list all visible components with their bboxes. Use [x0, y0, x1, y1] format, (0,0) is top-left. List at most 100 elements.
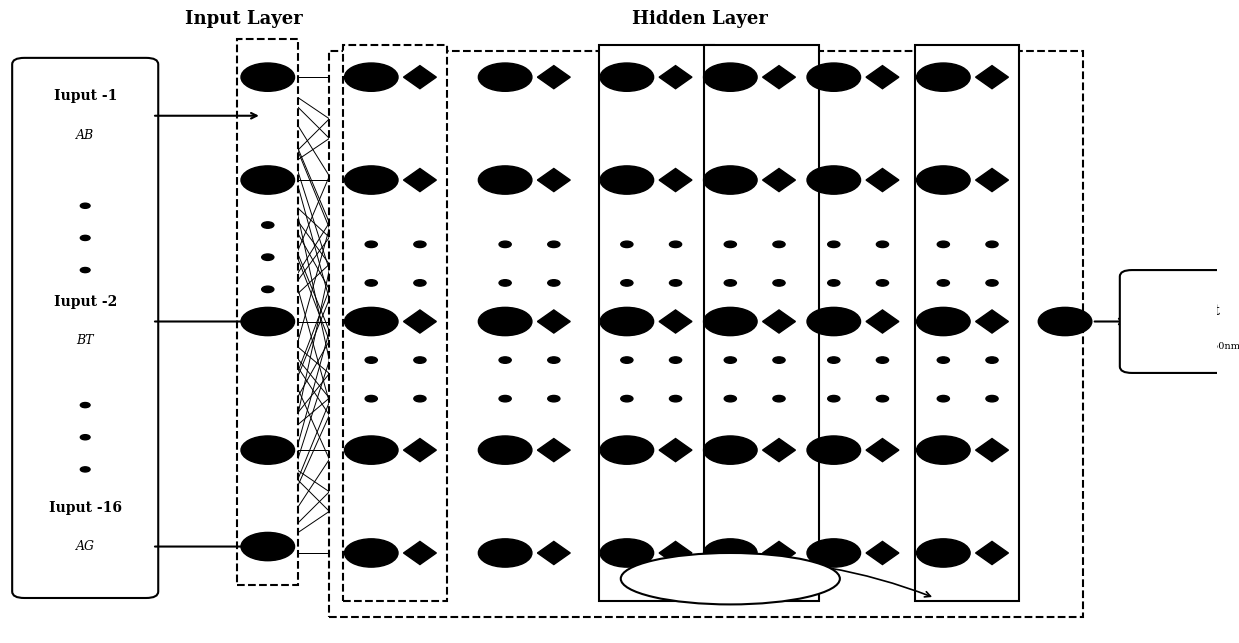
- Polygon shape: [659, 310, 691, 333]
- Circle shape: [414, 395, 426, 402]
- Circle shape: [725, 318, 736, 325]
- Circle shape: [807, 539, 861, 567]
- Circle shape: [478, 63, 532, 91]
- Circle shape: [344, 436, 398, 464]
- Text: BT: BT: [77, 334, 94, 347]
- Circle shape: [548, 395, 560, 402]
- Polygon shape: [404, 439, 436, 462]
- Circle shape: [669, 357, 681, 363]
- Polygon shape: [866, 310, 900, 333]
- Circle shape: [548, 357, 560, 363]
- FancyBboxPatch shape: [238, 39, 299, 585]
- Circle shape: [81, 435, 90, 440]
- Circle shape: [621, 241, 633, 248]
- Circle shape: [600, 166, 654, 194]
- Circle shape: [937, 280, 949, 286]
- Polygon shape: [762, 541, 795, 565]
- Circle shape: [807, 307, 861, 336]
- Text: Activation Function: Activation Function: [662, 572, 799, 585]
- Polygon shape: [762, 439, 795, 462]
- Polygon shape: [762, 310, 795, 333]
- Polygon shape: [975, 66, 1009, 89]
- Circle shape: [621, 318, 633, 325]
- Circle shape: [876, 318, 888, 325]
- Polygon shape: [404, 541, 436, 565]
- FancyBboxPatch shape: [916, 45, 1018, 601]
- Circle shape: [621, 280, 633, 286]
- Circle shape: [986, 280, 999, 286]
- Circle shape: [807, 63, 861, 91]
- Circle shape: [344, 307, 398, 336]
- Polygon shape: [659, 541, 691, 565]
- Polygon shape: [659, 168, 691, 192]
- Text: Hidden Layer: Hidden Layer: [632, 10, 768, 28]
- Circle shape: [917, 307, 970, 336]
- Circle shape: [81, 267, 90, 273]
- Circle shape: [828, 357, 840, 363]
- Circle shape: [725, 241, 736, 248]
- Circle shape: [937, 395, 949, 402]
- Circle shape: [344, 166, 398, 194]
- Circle shape: [876, 241, 888, 248]
- Circle shape: [876, 357, 888, 363]
- Polygon shape: [866, 66, 900, 89]
- Polygon shape: [762, 66, 795, 89]
- Circle shape: [366, 241, 378, 248]
- FancyBboxPatch shape: [1120, 270, 1239, 373]
- Polygon shape: [538, 310, 570, 333]
- Circle shape: [917, 63, 970, 91]
- Circle shape: [704, 307, 757, 336]
- Circle shape: [773, 241, 786, 248]
- Circle shape: [242, 532, 295, 561]
- Circle shape: [669, 395, 681, 402]
- Circle shape: [917, 166, 970, 194]
- Circle shape: [242, 436, 295, 464]
- Circle shape: [669, 318, 681, 325]
- Circle shape: [414, 318, 426, 325]
- Circle shape: [81, 203, 90, 208]
- Circle shape: [773, 280, 786, 286]
- FancyBboxPatch shape: [328, 51, 1083, 617]
- Circle shape: [704, 539, 757, 567]
- Circle shape: [876, 280, 888, 286]
- Circle shape: [773, 395, 786, 402]
- Circle shape: [917, 436, 970, 464]
- Polygon shape: [404, 66, 436, 89]
- Circle shape: [704, 166, 757, 194]
- Circle shape: [937, 357, 949, 363]
- Circle shape: [621, 357, 633, 363]
- Circle shape: [986, 318, 999, 325]
- Circle shape: [828, 395, 840, 402]
- Text: AOD: AOD: [1171, 338, 1203, 350]
- Circle shape: [669, 280, 681, 286]
- Circle shape: [917, 539, 970, 567]
- Polygon shape: [762, 168, 795, 192]
- Circle shape: [242, 63, 295, 91]
- Polygon shape: [975, 541, 1009, 565]
- Text: AB: AB: [76, 129, 94, 141]
- Circle shape: [366, 280, 378, 286]
- Circle shape: [986, 395, 999, 402]
- FancyBboxPatch shape: [343, 45, 447, 601]
- Circle shape: [478, 436, 532, 464]
- Circle shape: [366, 357, 378, 363]
- Circle shape: [242, 166, 295, 194]
- Circle shape: [499, 357, 512, 363]
- Circle shape: [807, 436, 861, 464]
- Text: 550nm: 550nm: [1207, 342, 1239, 351]
- Circle shape: [478, 166, 532, 194]
- Circle shape: [478, 307, 532, 336]
- Circle shape: [600, 539, 654, 567]
- Text: Input Layer: Input Layer: [185, 10, 302, 28]
- Circle shape: [828, 280, 840, 286]
- Circle shape: [725, 357, 736, 363]
- Text: Iuput -1: Iuput -1: [53, 89, 116, 104]
- Circle shape: [937, 241, 949, 248]
- Polygon shape: [659, 66, 691, 89]
- Circle shape: [414, 357, 426, 363]
- Circle shape: [344, 539, 398, 567]
- Circle shape: [478, 539, 532, 567]
- Ellipse shape: [621, 553, 840, 604]
- Circle shape: [499, 280, 512, 286]
- Text: Iuput -16: Iuput -16: [48, 501, 121, 515]
